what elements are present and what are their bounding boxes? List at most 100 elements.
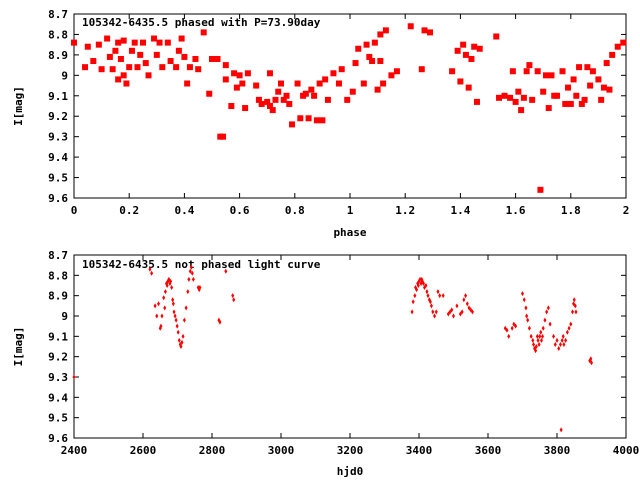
- data-point: [305, 115, 312, 122]
- data-point: [428, 299, 432, 305]
- data-point: [266, 103, 273, 109]
- data-point: [388, 72, 395, 79]
- data-point: [308, 86, 315, 93]
- data-point: [117, 55, 124, 62]
- data-point: [534, 68, 541, 75]
- y-tick-label: 8.8: [48, 269, 68, 282]
- data-point: [266, 70, 273, 77]
- data-point: [537, 341, 541, 347]
- data-point: [382, 27, 389, 34]
- data-point: [570, 76, 577, 83]
- data-point: [233, 84, 240, 91]
- data-point: [352, 60, 359, 67]
- data-point: [520, 94, 527, 101]
- data-point: [431, 309, 435, 315]
- data-point: [522, 297, 526, 303]
- y-tick-label: 9.4: [48, 151, 68, 164]
- x-tick-label: 4000: [613, 444, 640, 457]
- data-point: [272, 96, 279, 103]
- data-point: [170, 285, 174, 291]
- data-point: [153, 51, 160, 58]
- data-point: [355, 45, 362, 52]
- data-point: [429, 303, 433, 309]
- data-point: [160, 313, 164, 319]
- data-point: [457, 78, 464, 85]
- data-point: [449, 68, 456, 75]
- data-point: [280, 96, 287, 103]
- data-point: [507, 94, 514, 101]
- data-point: [258, 100, 265, 107]
- data-point: [104, 35, 111, 42]
- data-point: [527, 325, 531, 331]
- data-point: [126, 64, 133, 71]
- data-point: [565, 329, 569, 335]
- data-point: [165, 283, 169, 288]
- data-point: [128, 47, 135, 54]
- data-point: [253, 82, 260, 89]
- data-point: [545, 309, 549, 315]
- data-point: [567, 325, 571, 331]
- data-point: [413, 293, 417, 299]
- data-point: [416, 283, 420, 288]
- data-point: [515, 88, 522, 95]
- data-point: [148, 266, 152, 272]
- data-point: [562, 100, 569, 107]
- data-point: [589, 356, 593, 362]
- phased-light-curve-panel: 0 0.2 0.4 0.6 0.8 1 1.2 1.4 1.6 1.8 2 8.7 8.8 8.9 9 9.1…: [12, 8, 629, 239]
- data-point: [505, 327, 509, 333]
- data-point: [366, 53, 373, 60]
- data-point: [302, 90, 309, 97]
- data-point: [181, 333, 185, 339]
- data-point: [464, 293, 468, 299]
- data-point: [71, 39, 77, 46]
- data-point: [603, 60, 610, 67]
- data-point: [545, 105, 552, 112]
- data-point: [175, 47, 182, 54]
- data-point: [151, 35, 158, 42]
- data-point: [330, 70, 337, 77]
- data-point: [286, 100, 293, 107]
- data-point: [289, 121, 296, 128]
- data-point: [134, 64, 141, 71]
- data-point: [377, 31, 384, 38]
- data-point: [371, 39, 378, 46]
- data-point: [418, 66, 425, 73]
- y-tick-label: 8.7: [48, 249, 68, 262]
- data-point: [181, 53, 188, 60]
- data-point: [335, 80, 342, 87]
- data-point: [450, 307, 454, 313]
- data-point: [542, 72, 549, 79]
- y-tick-label: 9: [61, 69, 68, 82]
- data-point: [581, 96, 588, 103]
- data-point: [471, 43, 478, 50]
- data-point: [324, 96, 331, 103]
- data-point: [525, 313, 529, 319]
- data-point: [564, 337, 568, 343]
- data-point: [84, 43, 91, 50]
- data-point: [106, 53, 113, 60]
- data-point: [543, 317, 547, 323]
- x-tick-label: 3200: [337, 444, 364, 457]
- data-point: [535, 333, 539, 339]
- data-point: [541, 325, 545, 331]
- data-point: [239, 80, 246, 87]
- data-point: [600, 84, 607, 91]
- x-tick-label: 2600: [130, 444, 157, 457]
- data-point: [557, 346, 561, 352]
- data-point: [242, 105, 249, 112]
- data-point: [369, 58, 376, 65]
- data-point: [179, 344, 183, 349]
- x-tick-label: 2800: [199, 444, 226, 457]
- data-point: [120, 72, 127, 79]
- data-point: [526, 62, 533, 69]
- data-point: [153, 303, 157, 309]
- data-point: [529, 96, 536, 103]
- y-tick-label: 8.9: [48, 290, 68, 303]
- data-point: [145, 72, 152, 79]
- data-point: [554, 92, 560, 99]
- data-point: [548, 72, 555, 79]
- data-point: [178, 35, 185, 42]
- data-point: [509, 68, 516, 75]
- y-tick-label: 9.1: [48, 90, 68, 103]
